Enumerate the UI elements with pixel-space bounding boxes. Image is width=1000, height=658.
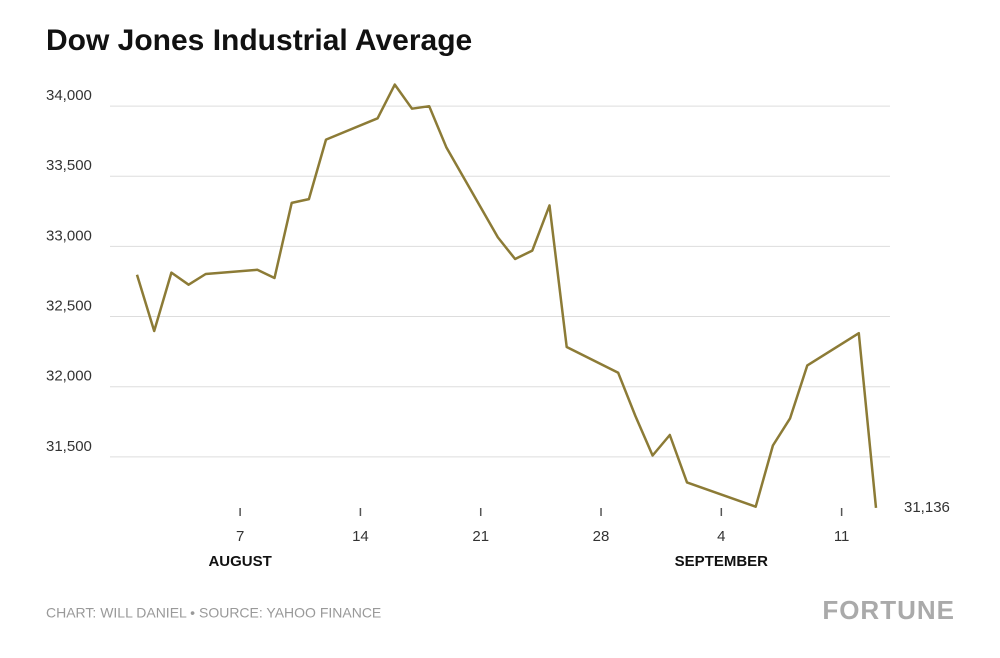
chart-title: Dow Jones Industrial Average xyxy=(46,24,472,57)
x-tick-label: 11 xyxy=(834,528,850,545)
y-tick-label: 31,500 xyxy=(46,438,92,455)
x-tick-label: 4 xyxy=(717,528,725,545)
footer-credit: CHART: WILL DANIEL • SOURCE: YAHOO FINAN… xyxy=(46,605,381,621)
x-tick-label: 21 xyxy=(472,528,489,545)
y-tick-label: 34,000 xyxy=(46,87,92,104)
y-tick-label: 33,500 xyxy=(46,157,92,174)
month-label: SEPTEMBER xyxy=(675,553,769,570)
y-tick-label: 32,500 xyxy=(46,298,92,315)
x-tick-label: 28 xyxy=(593,528,610,545)
y-tick-label: 33,000 xyxy=(46,227,92,244)
brand-logo: FORTUNE xyxy=(822,595,955,625)
x-tick-label: 14 xyxy=(352,528,369,545)
value-label: 31,136 xyxy=(904,499,950,516)
y-tick-label: 32,000 xyxy=(46,368,92,385)
line-series xyxy=(135,83,878,509)
month-label: AUGUST xyxy=(208,553,271,570)
x-tick-label: 7 xyxy=(236,528,244,545)
